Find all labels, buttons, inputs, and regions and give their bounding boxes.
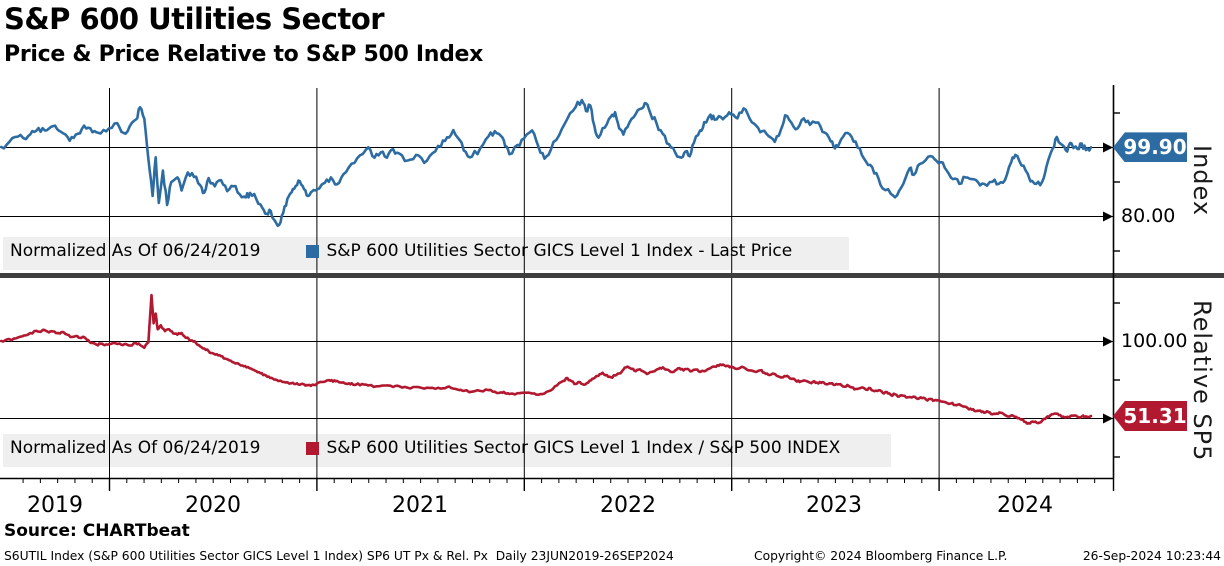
- price-axis-tick-label: 80.00: [1121, 205, 1176, 227]
- x-axis-year-label: 2019: [27, 493, 83, 518]
- source-label: Source: CHARTbeat: [4, 521, 190, 541]
- footer-timestamp: 26-Sep-2024 10:23:44: [1082, 549, 1221, 563]
- x-axis-year-label: 2024: [997, 493, 1053, 518]
- x-axis-year-label: 2021: [392, 493, 448, 518]
- relative-axis-tick-label: 100.00: [1121, 330, 1188, 352]
- x-axis-year-label: 2022: [600, 493, 656, 518]
- relative-legend-strip: [3, 434, 891, 467]
- relative-last-value-tag: 51.31: [1113, 400, 1187, 431]
- page-subtitle: Price & Price Relative to S&P 500 Index: [4, 42, 484, 67]
- footer-copyright: Copyright© 2024 Bloomberg Finance L.P.: [754, 549, 1008, 563]
- x-axis-year-label: 2023: [806, 493, 862, 518]
- normalized-as-of-label: Normalized As Of 06/24/2019: [10, 241, 261, 261]
- normalized-as-of-label: Normalized As Of 06/24/2019: [10, 438, 261, 458]
- panel-separator: [0, 273, 1224, 278]
- price-series-label: S&P 600 Utilities Sector GICS Level 1 In…: [326, 241, 793, 261]
- price-legend-strip: [3, 237, 849, 270]
- price-legend: Normalized As Of 06/24/2019 S&P 600 Util…: [10, 241, 792, 261]
- price-axis-title: Index: [1188, 145, 1216, 217]
- relative-series-label: S&P 600 Utilities Sector GICS Level 1 In…: [326, 438, 841, 458]
- page-title: S&P 600 Utilities Sector: [4, 2, 385, 36]
- relative-axis-title: Relative SP5: [1188, 300, 1216, 462]
- price-last-value-tag: 99.90: [1113, 132, 1187, 163]
- x-axis-year-label: 2020: [185, 493, 241, 518]
- price-series-swatch-icon: [306, 244, 320, 258]
- relative-legend: Normalized As Of 06/24/2019 S&P 600 Util…: [10, 438, 840, 458]
- relative-series-swatch-icon: [306, 441, 320, 455]
- footer-ticker-description: S6UTIL Index (S&P 600 Utilities Sector G…: [4, 549, 674, 563]
